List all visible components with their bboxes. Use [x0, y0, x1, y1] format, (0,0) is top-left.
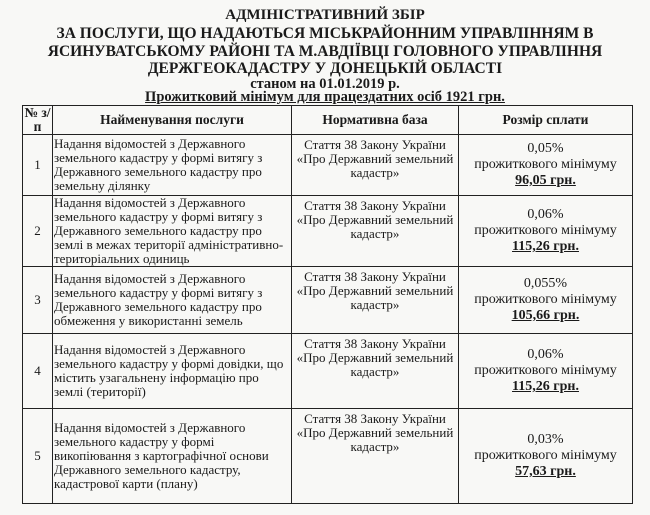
payment-percent: 0,06% — [527, 347, 564, 362]
payment-of: прожиткового мінімуму — [474, 448, 617, 463]
payment: 0,055% прожиткового мінімуму 105,66 грн. — [458, 266, 633, 334]
service-name: Надання відомостей з Державного земельно… — [52, 195, 292, 267]
legal-basis: Стаття 38 Закону України «Про Державний … — [291, 333, 459, 409]
row-number: 4 — [22, 333, 53, 409]
payment: 0,05% прожиткового мінімуму 96,05 грн. — [458, 134, 633, 196]
minimum-line: Прожитковий мінімум для працездатних осі… — [145, 89, 505, 105]
table-header-row: № з/п Найменування послуги Нормативна ба… — [22, 105, 633, 135]
payment-of: прожиткового мінімуму — [474, 157, 617, 172]
legal-basis: Стаття 38 Закону України «Про Державний … — [291, 195, 459, 267]
row-number: 1 — [22, 134, 53, 196]
payment-percent: 0,055% — [523, 276, 568, 291]
payment: 0,06% прожиткового мінімуму 115,26 грн. — [458, 333, 633, 409]
payment-amount: 96,05 грн. — [515, 173, 576, 188]
payment-percent: 0,06% — [527, 207, 564, 222]
service-name: Надання відомостей з Державного земельно… — [52, 333, 292, 409]
title-line-3: ЯСИНУВАТСЬКОМУ РАЙОНІ ТА М.АВДІЇВЦІ ГОЛО… — [47, 43, 603, 60]
legal-basis: Стаття 38 Закону України «Про Державний … — [291, 408, 459, 504]
payment-percent: 0,03% — [527, 432, 564, 447]
table-row: 2 Надання відомостей з Державного земель… — [22, 195, 633, 267]
table-row: 3 Надання відомостей з Державного земель… — [22, 266, 633, 334]
fees-table: № з/п Найменування послуги Нормативна ба… — [22, 105, 633, 504]
payment-amount: 57,63 грн. — [515, 464, 576, 479]
payment-of: прожиткового мінімуму — [474, 223, 617, 238]
title-line-2: ЗА ПОСЛУГИ, ЩО НАДАЮТЬСЯ МІСЬКРАЙОННИМ У… — [56, 25, 594, 42]
col-payment: Розмір сплати — [458, 105, 633, 135]
table-row: 1 Надання відомостей з Державного земель… — [22, 134, 633, 196]
table-row: 4 Надання відомостей з Державного земель… — [22, 333, 633, 409]
payment-of: прожиткового мінімуму — [474, 292, 617, 307]
payment-percent: 0,05% — [527, 141, 564, 156]
col-service-name: Найменування послуги — [52, 105, 292, 135]
row-number: 3 — [22, 266, 53, 334]
payment: 0,03% прожиткового мінімуму 57,63 грн. — [458, 408, 633, 504]
payment-amount: 105,66 грн. — [511, 308, 580, 323]
col-number: № з/п — [22, 105, 53, 135]
service-name: Надання відомостей з Державного земельно… — [52, 408, 292, 504]
service-name: Надання відомостей з Державного земельно… — [52, 266, 292, 334]
col-legal-basis: Нормативна база — [291, 105, 459, 135]
legal-basis: Стаття 38 Закону України «Про Державний … — [291, 266, 459, 334]
payment-of: прожиткового мінімуму — [474, 363, 617, 378]
payment-amount: 115,26 грн. — [512, 239, 579, 254]
title-line-1: АДМІНІСТРАТИВНИЙ ЗБІР — [225, 7, 425, 23]
table-row: 5 Надання відомостей з Державного земель… — [22, 408, 633, 504]
payment-amount: 115,26 грн. — [512, 379, 579, 394]
date-line: станом на 01.01.2019 р. — [250, 76, 400, 92]
payment: 0,06% прожиткового мінімуму 115,26 грн. — [458, 195, 633, 267]
title-line-4: ДЕРЖГЕОКАДАСТРУ У ДОНЕЦЬКІЙ ОБЛАСТІ — [147, 60, 503, 77]
row-number: 5 — [22, 408, 53, 504]
row-number: 2 — [22, 195, 53, 267]
legal-basis: Стаття 38 Закону України «Про Державний … — [291, 134, 459, 196]
service-name: Надання відомостей з Державного земельно… — [52, 134, 292, 196]
